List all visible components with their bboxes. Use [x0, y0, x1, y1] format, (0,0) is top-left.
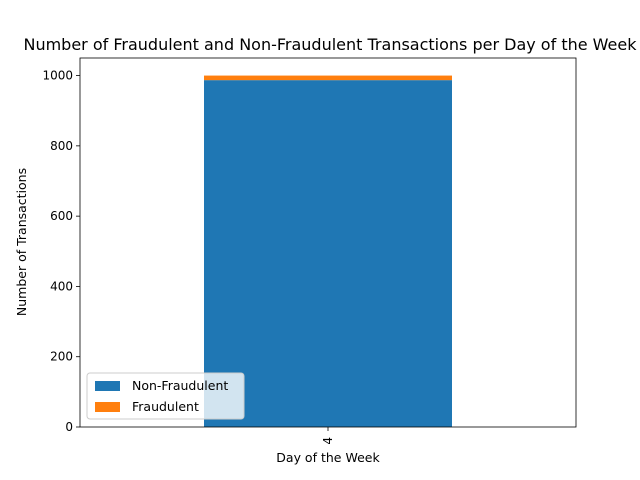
y-tick-label: 800 [50, 139, 73, 153]
y-tick-label: 0 [65, 420, 73, 434]
y-tick-label: 600 [50, 209, 73, 223]
x-axis: 4 [321, 427, 335, 445]
legend-box [86, 372, 245, 420]
legend-swatch-non-fraudulent [95, 381, 120, 391]
legend-label-fraudulent: Fraudulent [132, 399, 199, 414]
y-tick-label: 200 [50, 350, 73, 364]
y-tick-label: 400 [50, 279, 73, 293]
chart-title: Number of Fraudulent and Non-Fraudulent … [23, 35, 637, 54]
y-axis-label: Number of Transactions [14, 168, 29, 316]
legend: Non-Fraudulent Fraudulent [86, 372, 245, 420]
bar-non-fraudulent-4 [204, 80, 452, 427]
legend-swatch-fraudulent [95, 402, 120, 412]
x-tick-label: 4 [321, 437, 335, 445]
y-axis: 0 200 400 600 800 1000 [42, 69, 80, 434]
plot-area [204, 75, 452, 427]
bar-fraudulent-4 [204, 75, 452, 81]
y-tick-label: 1000 [42, 69, 73, 83]
x-axis-label: Day of the Week [276, 450, 380, 465]
legend-label-non-fraudulent: Non-Fraudulent [132, 378, 228, 393]
